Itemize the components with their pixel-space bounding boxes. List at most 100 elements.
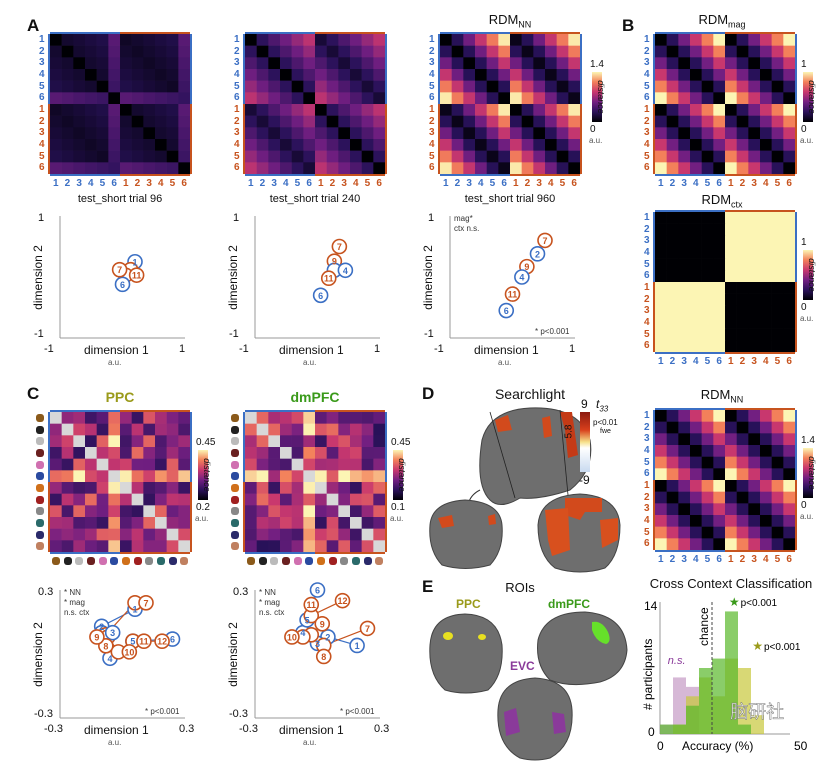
rdm-cell (678, 104, 691, 116)
rdm-cell (666, 317, 679, 329)
rdm-cell (678, 223, 691, 236)
rdm-cell (783, 433, 796, 446)
rdm-cell (326, 412, 339, 424)
object-icon (231, 449, 239, 457)
rdm-cell (96, 45, 109, 58)
col-label: 1 (728, 356, 734, 367)
rdm-cell (303, 127, 316, 140)
col-label: 5 (704, 554, 711, 565)
col-label: 3 (751, 178, 757, 189)
rdm-cell (373, 69, 386, 81)
rdm-cell (50, 493, 62, 506)
rdm-cell (690, 115, 702, 128)
rdm-cell (463, 104, 476, 116)
rdm-cell (120, 34, 132, 46)
rdm-cell (155, 517, 167, 529)
rdm-cell (771, 150, 784, 163)
rdm-cell (61, 458, 74, 471)
rdm-cell (736, 305, 749, 318)
mds-point-label: 5 (305, 615, 310, 625)
rdm-cell (291, 540, 304, 553)
rdm-cell (475, 34, 487, 46)
rdm-cell (326, 458, 339, 471)
col-label: 4 (693, 356, 699, 367)
col-label: 5 (559, 178, 566, 189)
rdm-cell (655, 480, 667, 492)
rdm-cell (556, 104, 569, 116)
rdm-cell (85, 115, 97, 128)
rdm-cell (690, 468, 702, 481)
col-label: 3 (681, 554, 687, 565)
object-icon (133, 557, 142, 565)
rdm-cell (73, 482, 86, 494)
row-label: 6 (644, 538, 650, 550)
rdm-cell (690, 526, 702, 539)
rdm-cell (361, 505, 374, 518)
rdm-cell (155, 540, 167, 553)
rdm-cell (120, 482, 132, 494)
x-axis-label: dimension 1 (84, 343, 149, 357)
rdm-cell (303, 45, 316, 58)
rdm-cell (361, 127, 374, 140)
rdm-cell (533, 115, 546, 128)
object-icon (305, 557, 314, 565)
rdm-cell (736, 80, 749, 93)
rdm-cell (713, 212, 726, 224)
rdm-cell (178, 34, 191, 46)
row-label: 2 (429, 45, 435, 57)
rdm-cell (771, 526, 784, 539)
rdm-cell (701, 258, 714, 271)
rdm-cell (61, 528, 74, 541)
rdm-cell (280, 458, 292, 471)
colorbar-max: 1 (801, 59, 807, 70)
col-label: 5 (774, 554, 781, 565)
rdm-cell (498, 80, 511, 93)
rdm-cell (61, 412, 74, 424)
rdm-cell (760, 34, 772, 46)
rdm-cell (315, 540, 327, 553)
rdm-cell (678, 162, 691, 175)
rdm-cell (678, 57, 691, 70)
object-icon (36, 519, 44, 527)
rdm-cell (690, 212, 702, 224)
rdm-cell (451, 92, 464, 105)
rdm-cell (736, 317, 749, 329)
rdm-cell (73, 80, 86, 93)
row-label: 5 (429, 80, 435, 92)
rdm-cell (655, 104, 667, 116)
x-axis-unit: a.u. (498, 358, 512, 367)
rdm-cell (85, 482, 97, 494)
rdm-cell (655, 468, 667, 481)
col-label: 1 (513, 178, 519, 189)
rdm-cell (131, 470, 144, 483)
rdm-cell (701, 503, 714, 516)
rdm-cell (280, 435, 292, 448)
rdm-cell (655, 127, 667, 140)
rdm-cell (760, 127, 772, 140)
rdm-cell (748, 57, 761, 70)
mds-point-label-halo (89, 629, 105, 645)
rdm-cell (690, 317, 702, 329)
mds-point (312, 287, 329, 304)
rdm-cell (303, 528, 316, 541)
rdm-cell (533, 80, 546, 93)
rdm-cell (280, 150, 292, 163)
col-label: 1 (123, 178, 129, 189)
rdm-cell (315, 482, 327, 494)
rdm-cell (510, 127, 522, 140)
col-label: 2 (64, 178, 71, 189)
rdm-cell (291, 482, 304, 494)
col-label: 4 (548, 178, 554, 189)
activation-blob (542, 416, 552, 438)
rdm-cell (50, 528, 62, 541)
rdm-cell (748, 491, 761, 504)
rdm-cell (143, 423, 156, 436)
rdm-cell (166, 162, 179, 175)
mds-point (331, 238, 348, 255)
rdm-cell (166, 517, 179, 529)
rdm-cell (545, 104, 557, 116)
rdm-cell (533, 139, 546, 151)
rdm-cell (736, 258, 749, 271)
rdm-cell (748, 69, 761, 81)
rdm-cell (143, 493, 156, 506)
